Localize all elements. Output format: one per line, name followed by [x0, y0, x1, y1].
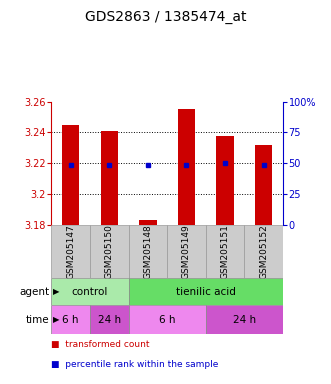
Text: GSM205150: GSM205150 [105, 224, 114, 279]
FancyBboxPatch shape [128, 305, 206, 334]
Text: time: time [26, 314, 50, 325]
FancyBboxPatch shape [51, 305, 90, 334]
Text: control: control [72, 287, 108, 297]
Text: tienilic acid: tienilic acid [176, 287, 236, 297]
Text: 6 h: 6 h [62, 314, 79, 325]
Text: agent: agent [20, 287, 50, 297]
Text: GDS2863 / 1385474_at: GDS2863 / 1385474_at [85, 10, 246, 23]
FancyBboxPatch shape [51, 225, 90, 278]
Text: 24 h: 24 h [98, 314, 121, 325]
Bar [139, 220, 157, 225]
Text: 24 h: 24 h [233, 314, 256, 325]
FancyBboxPatch shape [90, 225, 128, 278]
Text: ■  percentile rank within the sample: ■ percentile rank within the sample [51, 360, 219, 369]
Text: 6 h: 6 h [159, 314, 175, 325]
FancyBboxPatch shape [206, 305, 283, 334]
Text: GSM205148: GSM205148 [143, 224, 152, 279]
Bar [255, 145, 272, 225]
FancyBboxPatch shape [244, 225, 283, 278]
FancyBboxPatch shape [90, 305, 128, 334]
Text: ▶: ▶ [53, 315, 60, 324]
Bar [101, 131, 118, 225]
Text: GSM205152: GSM205152 [259, 224, 268, 279]
Text: GSM205147: GSM205147 [66, 224, 75, 279]
FancyBboxPatch shape [167, 225, 206, 278]
FancyBboxPatch shape [51, 278, 128, 305]
Text: GSM205151: GSM205151 [220, 224, 230, 279]
FancyBboxPatch shape [128, 225, 167, 278]
Bar [216, 136, 234, 225]
Text: ■  transformed count: ■ transformed count [51, 340, 150, 349]
FancyBboxPatch shape [128, 278, 283, 305]
FancyBboxPatch shape [206, 225, 244, 278]
Text: ▶: ▶ [53, 287, 60, 296]
Text: GSM205149: GSM205149 [182, 224, 191, 279]
Bar [178, 109, 195, 225]
Bar [62, 125, 79, 225]
